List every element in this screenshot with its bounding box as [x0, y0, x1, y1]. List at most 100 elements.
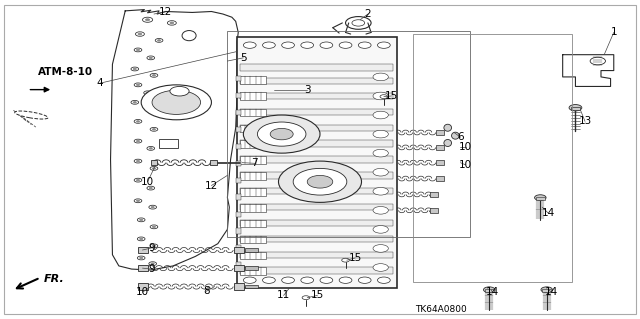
Text: 10: 10: [141, 177, 154, 187]
Bar: [236, 211, 241, 217]
Bar: [240, 236, 266, 243]
Bar: [240, 220, 266, 227]
Text: 12: 12: [159, 7, 172, 17]
Circle shape: [151, 206, 154, 208]
Circle shape: [131, 100, 139, 104]
Bar: [240, 188, 266, 196]
Bar: [240, 140, 266, 148]
Circle shape: [590, 57, 605, 65]
Circle shape: [152, 129, 156, 130]
Circle shape: [373, 206, 388, 214]
Text: 2: 2: [365, 9, 371, 19]
Circle shape: [150, 244, 158, 248]
Circle shape: [144, 91, 152, 95]
Bar: [240, 188, 394, 195]
Circle shape: [378, 42, 390, 48]
Ellipse shape: [182, 31, 196, 41]
Text: 10: 10: [459, 142, 472, 152]
Text: 10: 10: [136, 287, 149, 297]
Circle shape: [541, 287, 552, 293]
Circle shape: [380, 95, 388, 99]
Circle shape: [373, 130, 388, 138]
Text: 13: 13: [579, 116, 591, 126]
Circle shape: [131, 67, 139, 71]
Circle shape: [136, 179, 140, 181]
Bar: [236, 263, 241, 268]
Circle shape: [157, 40, 161, 41]
Circle shape: [151, 263, 154, 264]
Circle shape: [378, 277, 390, 283]
Text: 8: 8: [203, 286, 210, 296]
Ellipse shape: [452, 132, 460, 139]
Bar: [236, 127, 241, 132]
Circle shape: [373, 168, 388, 176]
Circle shape: [373, 111, 388, 119]
Bar: [430, 208, 438, 213]
Circle shape: [282, 42, 294, 48]
Circle shape: [346, 17, 371, 29]
Bar: [436, 176, 444, 181]
Circle shape: [319, 83, 347, 97]
Circle shape: [358, 42, 371, 48]
Bar: [234, 265, 244, 271]
Circle shape: [140, 219, 143, 221]
Circle shape: [133, 68, 136, 70]
Bar: [236, 76, 241, 81]
Bar: [138, 283, 148, 290]
Text: 14: 14: [545, 287, 558, 297]
Circle shape: [140, 238, 143, 240]
Circle shape: [138, 218, 145, 222]
Circle shape: [293, 168, 347, 195]
Bar: [240, 124, 394, 131]
Circle shape: [270, 128, 293, 140]
Bar: [236, 178, 241, 183]
Bar: [484, 289, 493, 292]
Circle shape: [262, 277, 275, 283]
Circle shape: [373, 264, 388, 271]
Ellipse shape: [15, 111, 48, 119]
Text: 1: 1: [611, 27, 617, 37]
Circle shape: [152, 226, 156, 227]
Bar: [240, 172, 266, 180]
Circle shape: [136, 84, 140, 85]
Bar: [138, 247, 148, 253]
Bar: [240, 252, 394, 258]
Bar: [240, 64, 394, 70]
Circle shape: [373, 73, 388, 81]
Circle shape: [307, 175, 333, 188]
Circle shape: [483, 287, 495, 293]
Circle shape: [138, 237, 145, 241]
Text: ATM-8-10: ATM-8-10: [38, 67, 93, 77]
Circle shape: [134, 159, 142, 163]
Circle shape: [143, 17, 153, 22]
Bar: [240, 140, 394, 147]
Text: 3: 3: [304, 85, 310, 95]
Bar: [236, 144, 241, 149]
Circle shape: [152, 167, 156, 169]
Circle shape: [257, 122, 306, 146]
Circle shape: [140, 257, 143, 259]
Bar: [240, 268, 266, 275]
Text: 5: 5: [240, 53, 246, 63]
Circle shape: [534, 195, 546, 200]
Bar: [240, 93, 394, 99]
Circle shape: [149, 205, 157, 209]
Bar: [436, 130, 444, 135]
Circle shape: [268, 104, 280, 110]
Circle shape: [262, 42, 275, 48]
Circle shape: [149, 262, 157, 266]
Bar: [236, 245, 241, 250]
Text: 14: 14: [542, 209, 556, 219]
Bar: [234, 283, 244, 290]
Ellipse shape: [444, 139, 452, 146]
Text: TK64A0800: TK64A0800: [415, 305, 467, 314]
Circle shape: [134, 139, 142, 143]
Bar: [159, 139, 178, 148]
Bar: [236, 93, 241, 98]
Circle shape: [373, 149, 388, 157]
Bar: [413, 34, 572, 282]
Circle shape: [150, 225, 158, 229]
Circle shape: [339, 42, 352, 48]
Bar: [151, 160, 157, 165]
Circle shape: [152, 75, 156, 76]
